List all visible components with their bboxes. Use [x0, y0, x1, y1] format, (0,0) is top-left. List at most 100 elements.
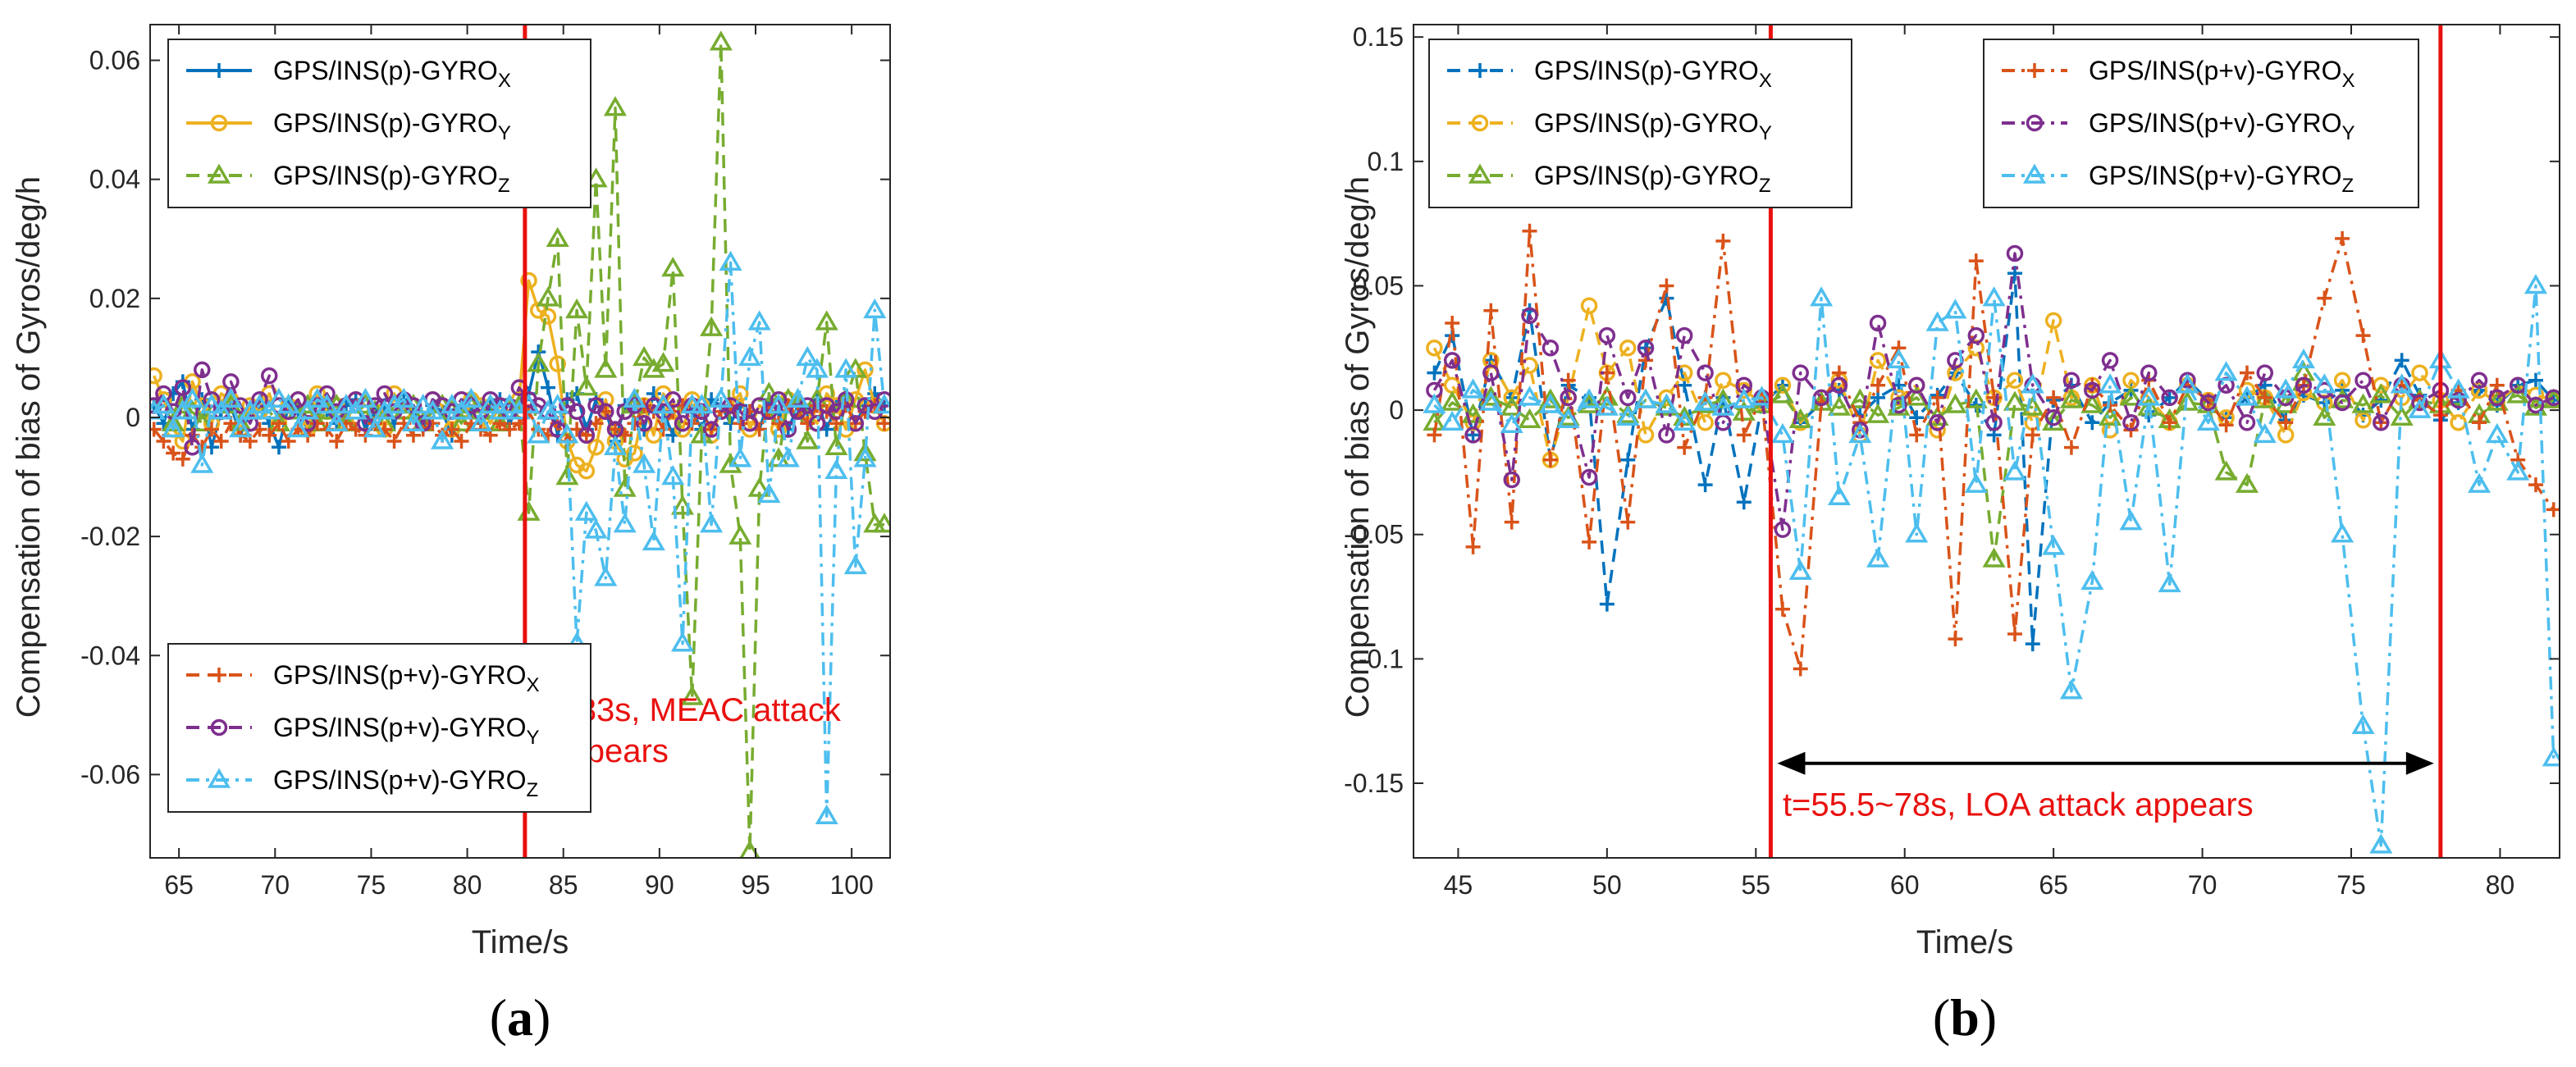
panel-b-series-6-point	[2485, 422, 2509, 444]
panel-a-series-6-point	[498, 393, 522, 414]
panel-a-series-6-point	[824, 458, 848, 480]
panel-b-series-6-point	[1982, 286, 2006, 307]
panel-b-series-4-point	[2218, 417, 2234, 433]
panel-b-series-6-point	[2331, 522, 2354, 543]
panel-b-series-2-point	[1521, 357, 1538, 374]
panel-a-series-3-point	[815, 310, 838, 331]
panel-b-series-6-point	[2369, 833, 2393, 854]
panel-a-series-3-point	[574, 376, 598, 396]
panel-a-series-6-point	[574, 500, 598, 521]
panel-a-series-6-point	[296, 399, 320, 420]
panel-a-series-6-point	[872, 393, 890, 414]
panel-b-series-1-point	[1909, 410, 1925, 426]
panel-a-series-6-point	[382, 393, 406, 414]
panel-b-series-2-point	[2527, 386, 2545, 404]
panel-a-ylabel: Compensation of bias of Gyros/deg/h	[11, 176, 47, 718]
panel-b-series-3-point	[2176, 390, 2199, 411]
panel-a-series-3-point	[796, 429, 820, 449]
panel-b-series-1-point	[2085, 415, 2100, 431]
panel-a-series-6	[150, 250, 890, 824]
panel-a-series-4-point	[329, 434, 345, 449]
panel-a-series-5-point	[597, 403, 614, 420]
panel-b-series-6-point	[2080, 569, 2104, 590]
panel-b-legend-entry: GPS/INS(p)-GYROY	[1447, 108, 1772, 144]
panel-a-series-5-point	[741, 414, 759, 432]
panel-b-annotation-line1: t=55.5~78s, LOA attack appears	[1783, 787, 2254, 823]
panel-a-legend-swatch-marker	[212, 63, 226, 78]
panel-a-series-6-point	[209, 399, 233, 420]
panel-b-series-6-point	[2003, 460, 2027, 481]
panel-a-legend-entry: GPS/INS(p)-GYROX	[186, 56, 511, 92]
panel-b-series-2-point	[1967, 340, 1985, 357]
panel-a-series-2-point	[645, 426, 663, 444]
panel-a-series-2-point	[520, 271, 537, 290]
panel-a-series-4-point	[454, 434, 469, 449]
panel-a-series-4-point	[876, 416, 890, 431]
panel-a-series-5-point	[635, 414, 653, 432]
panel-a-ytick-label: 0.06	[89, 46, 140, 75]
panel-a-series-6-point	[603, 435, 628, 456]
panel-b-series-1-point	[1870, 390, 1886, 405]
panel-b-series-6-point	[1943, 299, 1967, 319]
panel-a-series-3-point	[661, 257, 685, 277]
panel-b-series-1-point	[2394, 353, 2409, 368]
panel-a-series-3-point	[719, 453, 742, 473]
panel-a-series-6-point	[229, 417, 253, 438]
panel-b-series-5-point	[1869, 314, 1887, 332]
panel-a-series-6-point	[594, 566, 618, 586]
panel-b-series-4-point	[1445, 315, 1460, 331]
panel-b-series-6-point	[1788, 559, 1812, 580]
panel-a-series-3-point	[872, 513, 890, 533]
panel-a-xtick-label: 75	[357, 870, 386, 900]
panel-b-series-2-point	[1426, 340, 1443, 357]
panel-a-series-4-point	[194, 440, 210, 455]
panel-b-series-3-point	[2523, 395, 2548, 416]
panel-b-series-3-line	[1433, 371, 2555, 561]
panel-a-series-1-point	[540, 380, 555, 395]
panel-b-series-6-point	[2214, 361, 2238, 381]
panel-a-series-3-point	[565, 298, 589, 319]
panel-b-series-5-point	[2044, 408, 2062, 426]
panel-a-series-6-point	[796, 345, 820, 367]
panel-b-series-2-point	[1637, 426, 1655, 444]
panel-b-series-4-point	[1870, 377, 1886, 393]
panel-b-series-3-point	[2506, 383, 2530, 404]
panel-b-xtick-label: 75	[2336, 870, 2366, 900]
panel-b-series-6-point	[2176, 373, 2199, 394]
panel-a-series-6-point	[843, 554, 867, 575]
panel-a-legend-swatch-marker	[210, 114, 228, 132]
panel-b-legend-top-right: GPS/INS(p+v)-GYROX GPS/INS(p+v)-GYROY GPS/…	[1983, 39, 2419, 208]
panel-a-axes: 65 70 75 80 85 90 95 100 -0.06 -0.04 -0.02 0 0.02 0.0…	[80, 24, 891, 900]
panel-a-series-3-point	[536, 286, 560, 307]
panel-a-series-6-point	[152, 393, 176, 414]
panel-b-series-1-point	[2007, 266, 2022, 281]
panel-b-series-4-point	[2317, 290, 2332, 306]
panel-b-series-4-point	[1522, 223, 1537, 239]
panel-b-series-6-point	[1750, 385, 1774, 406]
panel-b-series-4-point	[1427, 427, 1442, 443]
panel-b-ytick-label: 0	[1389, 395, 1404, 425]
panel-b-series-6-point	[1441, 410, 1464, 431]
panel-a-series-6-point	[536, 399, 560, 420]
panel-b-series-5-point	[1560, 389, 1577, 407]
panel-b-series-6-point	[1616, 405, 1640, 426]
panel-b-series-6-point	[2446, 378, 2470, 399]
panel-b-series-4-point	[2355, 328, 2371, 344]
panel-a-series-6-point	[757, 482, 781, 504]
panel-a-series-6-point	[555, 423, 579, 444]
panel-b-series-5-point	[1580, 468, 1598, 486]
panel-b-series-5-point	[1774, 521, 1792, 538]
panel-b-series-4-point	[2162, 415, 2177, 431]
panel-b-chart: Compensation of bias of Gyros/deg/h Time…	[1340, 22, 2560, 1046]
panel-a-series-6-point	[661, 465, 685, 486]
panel-a-series-3-point	[853, 441, 877, 462]
panel-a-series-5-point	[578, 426, 596, 444]
panel-b-series-5-point	[2373, 414, 2390, 431]
panel-b-series-3-point	[1866, 403, 1890, 423]
panel-b-series-6-point	[1633, 388, 1658, 408]
panel-a-series-4-point	[502, 422, 518, 437]
panel-a-xtick-label: 70	[260, 870, 290, 900]
panel-b-series-6-point	[2313, 373, 2336, 394]
panel-b-series-4-point	[1715, 233, 1731, 249]
panel-b-series-4-point	[2063, 440, 2079, 455]
